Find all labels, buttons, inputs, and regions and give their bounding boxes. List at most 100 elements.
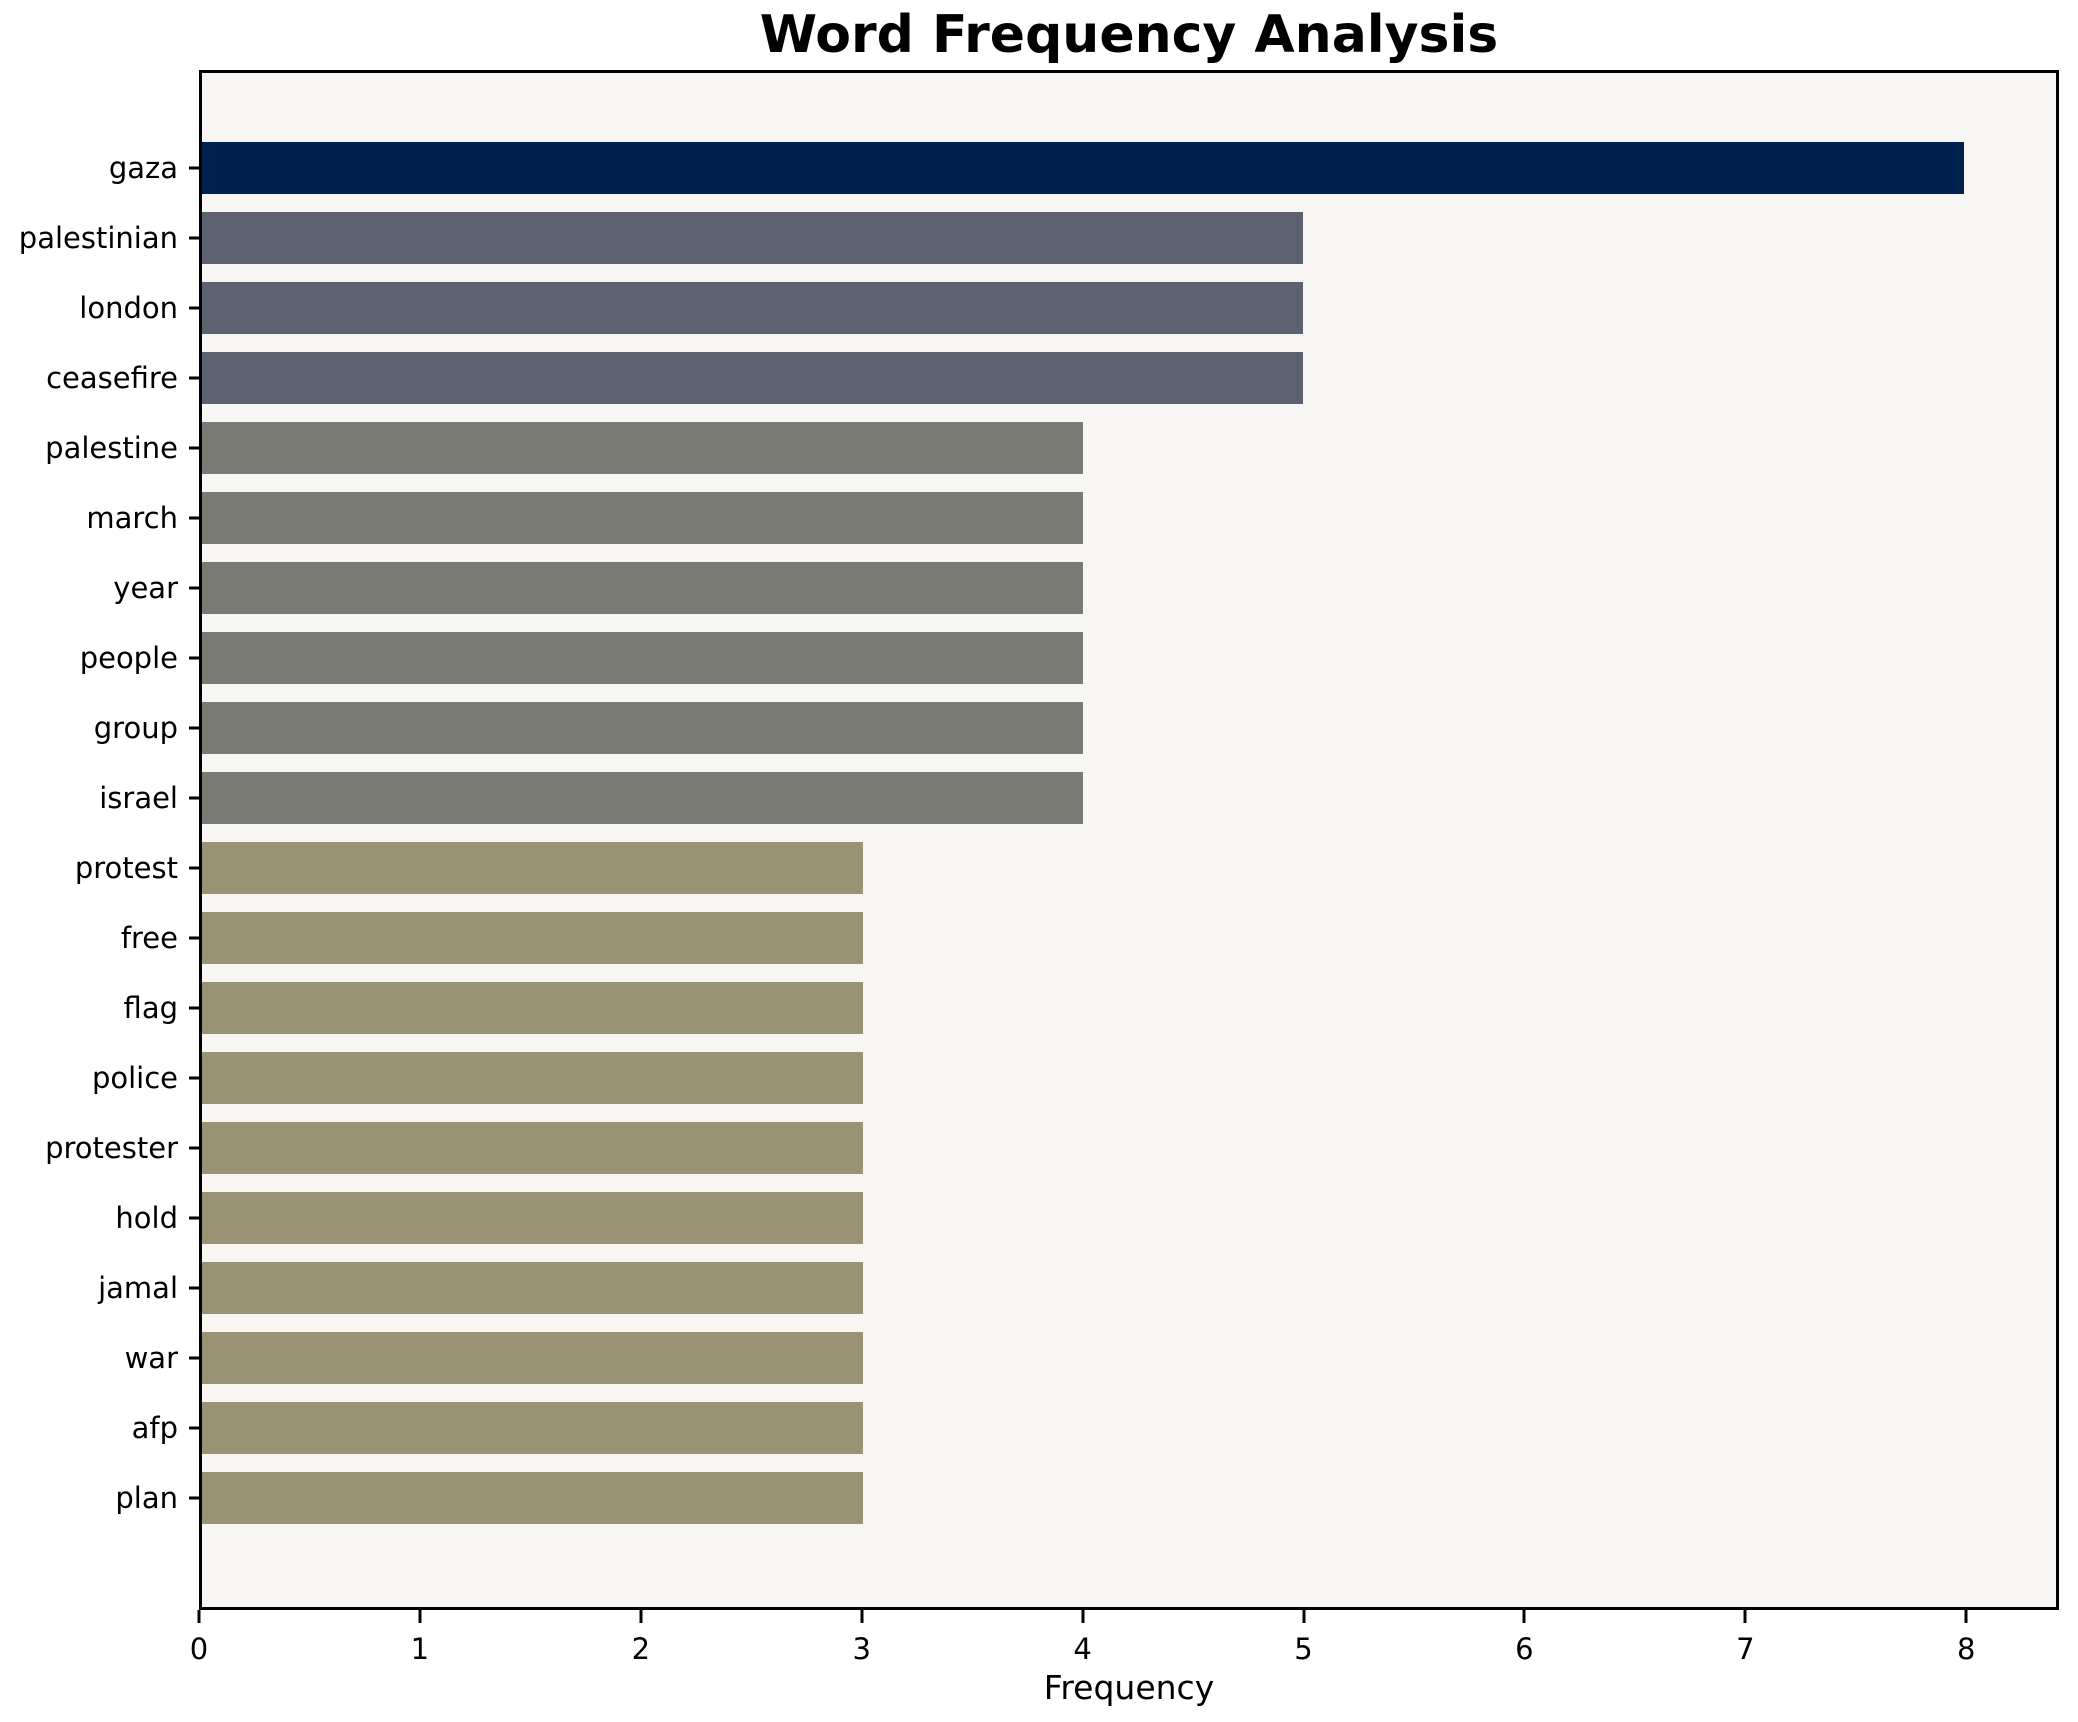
- y-tick-mark: [189, 306, 202, 310]
- x-tick-label: 1: [410, 1632, 430, 1666]
- bar: [202, 562, 1083, 614]
- y-tick-label: police: [91, 1061, 178, 1095]
- bar-row: year: [113, 553, 2056, 623]
- bar: [202, 212, 1303, 264]
- y-tick-mark: [189, 376, 202, 380]
- chart-title: Word Frequency Analysis: [759, 5, 1499, 65]
- y-tick-label: war: [124, 1341, 178, 1375]
- bar: [202, 282, 1303, 334]
- bar-row: group: [94, 693, 2056, 763]
- x-tick-label: 6: [1515, 1632, 1534, 1666]
- bar: [202, 702, 1083, 754]
- y-tick-label: march: [86, 501, 178, 535]
- x-tick-mark: [1522, 1610, 1526, 1623]
- bar-row: free: [121, 903, 2056, 973]
- x-tick-mark: [1964, 1610, 1968, 1623]
- bar: [202, 1402, 863, 1454]
- bar-row: ceasefire: [46, 343, 2056, 413]
- bar-row: people: [80, 623, 2056, 693]
- bar-row: police: [92, 1043, 2056, 1113]
- y-tick-label: protest: [74, 851, 178, 885]
- x-axis-title: Frequency: [1043, 1668, 1215, 1707]
- y-tick-mark: [189, 1356, 202, 1360]
- x-tick-label: 4: [1073, 1632, 1092, 1666]
- y-tick-label: year: [113, 571, 178, 605]
- bar-row: protester: [45, 1113, 2056, 1183]
- bar-row: london: [79, 273, 2056, 343]
- y-tick-label: palestinian: [18, 221, 178, 255]
- x-tick-label: 7: [1736, 1632, 1755, 1666]
- bar-row: war: [125, 1323, 2056, 1393]
- y-tick-mark: [189, 866, 202, 870]
- bar: [202, 1192, 863, 1244]
- bar: [202, 632, 1083, 684]
- y-tick-label: afp: [131, 1411, 178, 1445]
- y-tick-label: palestine: [45, 431, 178, 465]
- y-tick-mark: [189, 1426, 202, 1430]
- y-tick-mark: [189, 166, 202, 170]
- bars-region: gaza palestinian london ceasefire palestine m…: [19, 133, 2056, 1533]
- bar: [202, 1262, 863, 1314]
- bar: [202, 1332, 863, 1384]
- bar: [202, 1122, 863, 1174]
- x-tick-label: 3: [852, 1632, 871, 1666]
- x-tick-label: 2: [631, 1632, 651, 1666]
- y-tick-mark: [189, 656, 202, 660]
- bar: [202, 1472, 863, 1524]
- y-tick-label: gaza: [108, 151, 178, 185]
- x-tick-label: 8: [1956, 1632, 1976, 1666]
- bar-row: israel: [99, 763, 2056, 833]
- x-tick-mark: [1302, 1610, 1305, 1623]
- y-tick-mark: [189, 236, 202, 240]
- y-tick-label: jamal: [98, 1271, 178, 1305]
- bar-row: palestine: [45, 413, 2056, 483]
- y-tick-mark: [189, 1006, 202, 1010]
- y-tick-mark: [189, 936, 202, 940]
- x-tick-mark: [418, 1610, 422, 1623]
- x-tick-mark: [860, 1610, 864, 1623]
- bar: [202, 492, 1083, 544]
- y-tick-mark: [189, 1146, 202, 1150]
- x-tick-label: 5: [1294, 1632, 1313, 1666]
- bar: [202, 982, 863, 1034]
- x-tick-mark: [639, 1610, 643, 1623]
- bar: [202, 912, 863, 964]
- bar-row: protest: [75, 833, 2056, 903]
- x-tick-label: 0: [189, 1632, 209, 1666]
- bar: [202, 842, 863, 894]
- y-tick-label: free: [120, 921, 178, 955]
- y-tick-mark: [189, 446, 202, 450]
- y-tick-mark: [189, 1076, 202, 1080]
- y-tick-label: london: [79, 291, 178, 325]
- bar-row: hold: [115, 1183, 2056, 1253]
- y-tick-label: group: [93, 711, 178, 745]
- x-tick-mark: [197, 1610, 201, 1623]
- y-tick-label: flag: [123, 991, 178, 1025]
- y-tick-mark: [189, 1286, 202, 1290]
- bar: [202, 142, 1964, 194]
- bar: [202, 422, 1083, 474]
- y-tick-label: hold: [115, 1201, 178, 1235]
- x-tick-mark: [1081, 1610, 1085, 1623]
- bar: [202, 772, 1083, 824]
- y-tick-mark: [189, 1216, 202, 1220]
- y-tick-label: protester: [45, 1131, 178, 1165]
- y-tick-mark: [189, 726, 202, 730]
- y-tick-label: plan: [115, 1481, 178, 1515]
- bar-row: afp: [132, 1393, 2056, 1463]
- x-tick-mark: [1743, 1610, 1747, 1623]
- bar-row: plan: [115, 1463, 2056, 1533]
- y-tick-mark: [189, 796, 202, 800]
- bar-row: gaza: [109, 133, 2056, 203]
- bar-row: jamal: [98, 1253, 2056, 1323]
- y-tick-mark: [189, 586, 202, 590]
- y-tick-label: israel: [99, 781, 178, 815]
- bar-row: flag: [124, 973, 2056, 1043]
- bar-row: march: [86, 483, 2056, 553]
- y-tick-mark: [189, 516, 202, 520]
- plot-area: gaza palestinian london ceasefire palestine m…: [19, 70, 2059, 1610]
- bar: [202, 352, 1303, 404]
- bar: [202, 1052, 863, 1104]
- bar-row: palestinian: [19, 203, 2056, 273]
